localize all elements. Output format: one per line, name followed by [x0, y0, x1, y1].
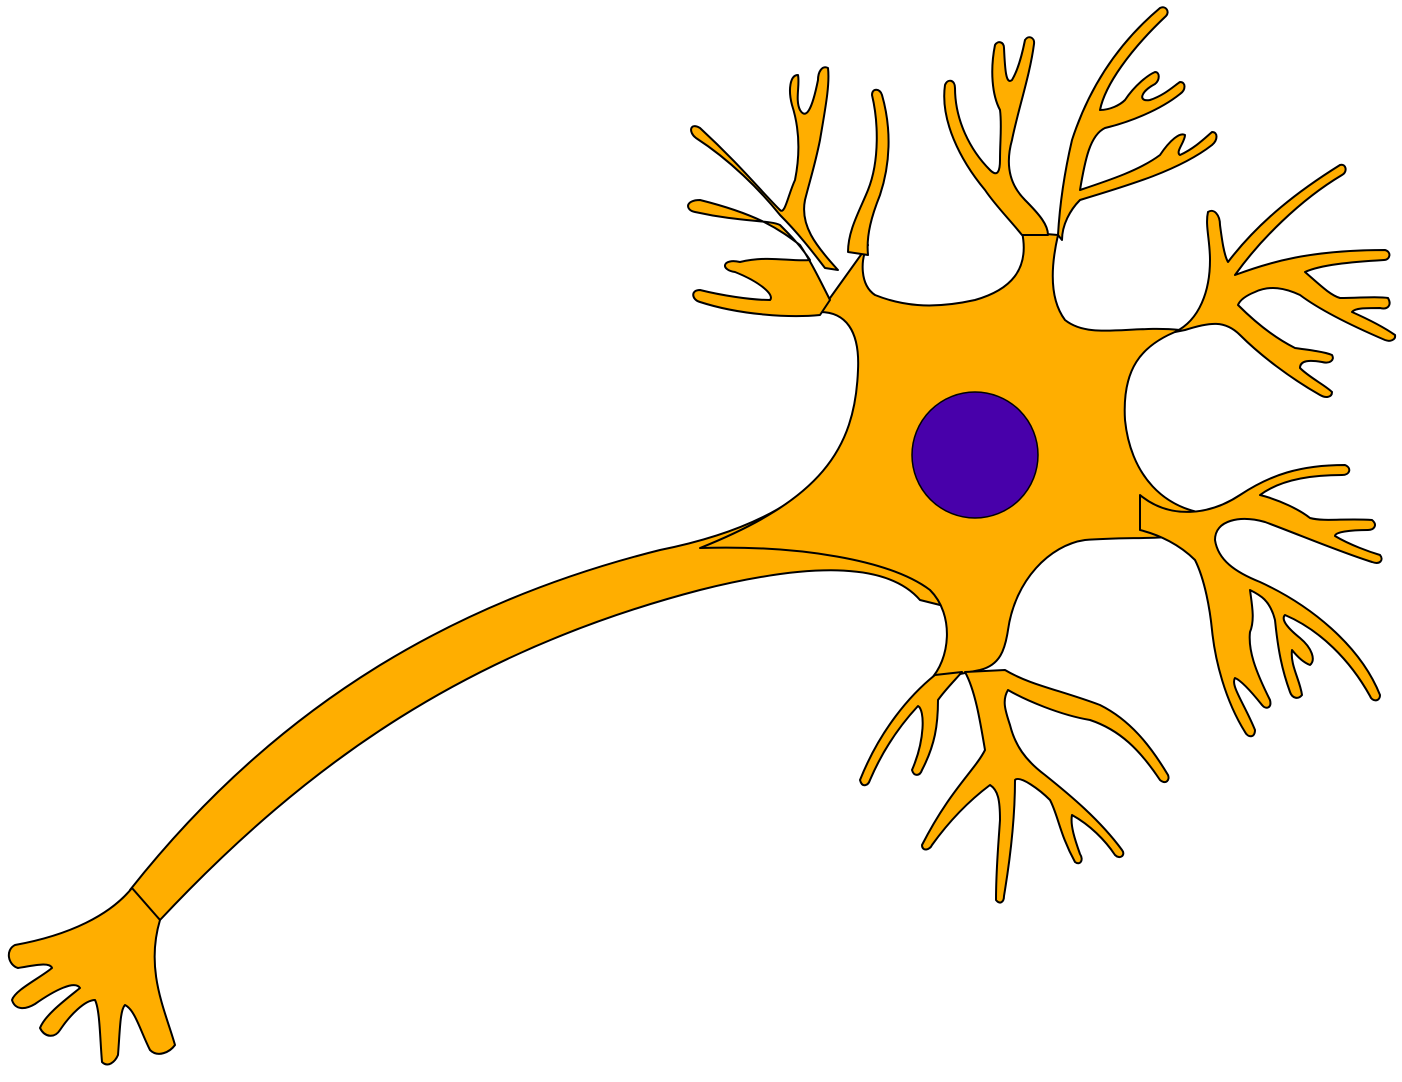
- neuron: [7, 6, 1397, 1066]
- dendrite-bottom-1: [859, 671, 963, 787]
- dendrite-right-upper: [1174, 163, 1397, 398]
- dendrite-bottom-2: [921, 669, 1170, 904]
- dendrite-upper-left-2: [690, 66, 839, 271]
- dendrite-right-lower: [1139, 464, 1383, 738]
- dendrite-top-2: [1057, 6, 1218, 241]
- dendrite-top-1: [943, 36, 1049, 236]
- dendrite-upper-left-1: [687, 199, 831, 318]
- axon-terminal: [7, 887, 176, 1066]
- dendrite-upper-left-3: [847, 88, 890, 256]
- nucleus: [911, 391, 1039, 519]
